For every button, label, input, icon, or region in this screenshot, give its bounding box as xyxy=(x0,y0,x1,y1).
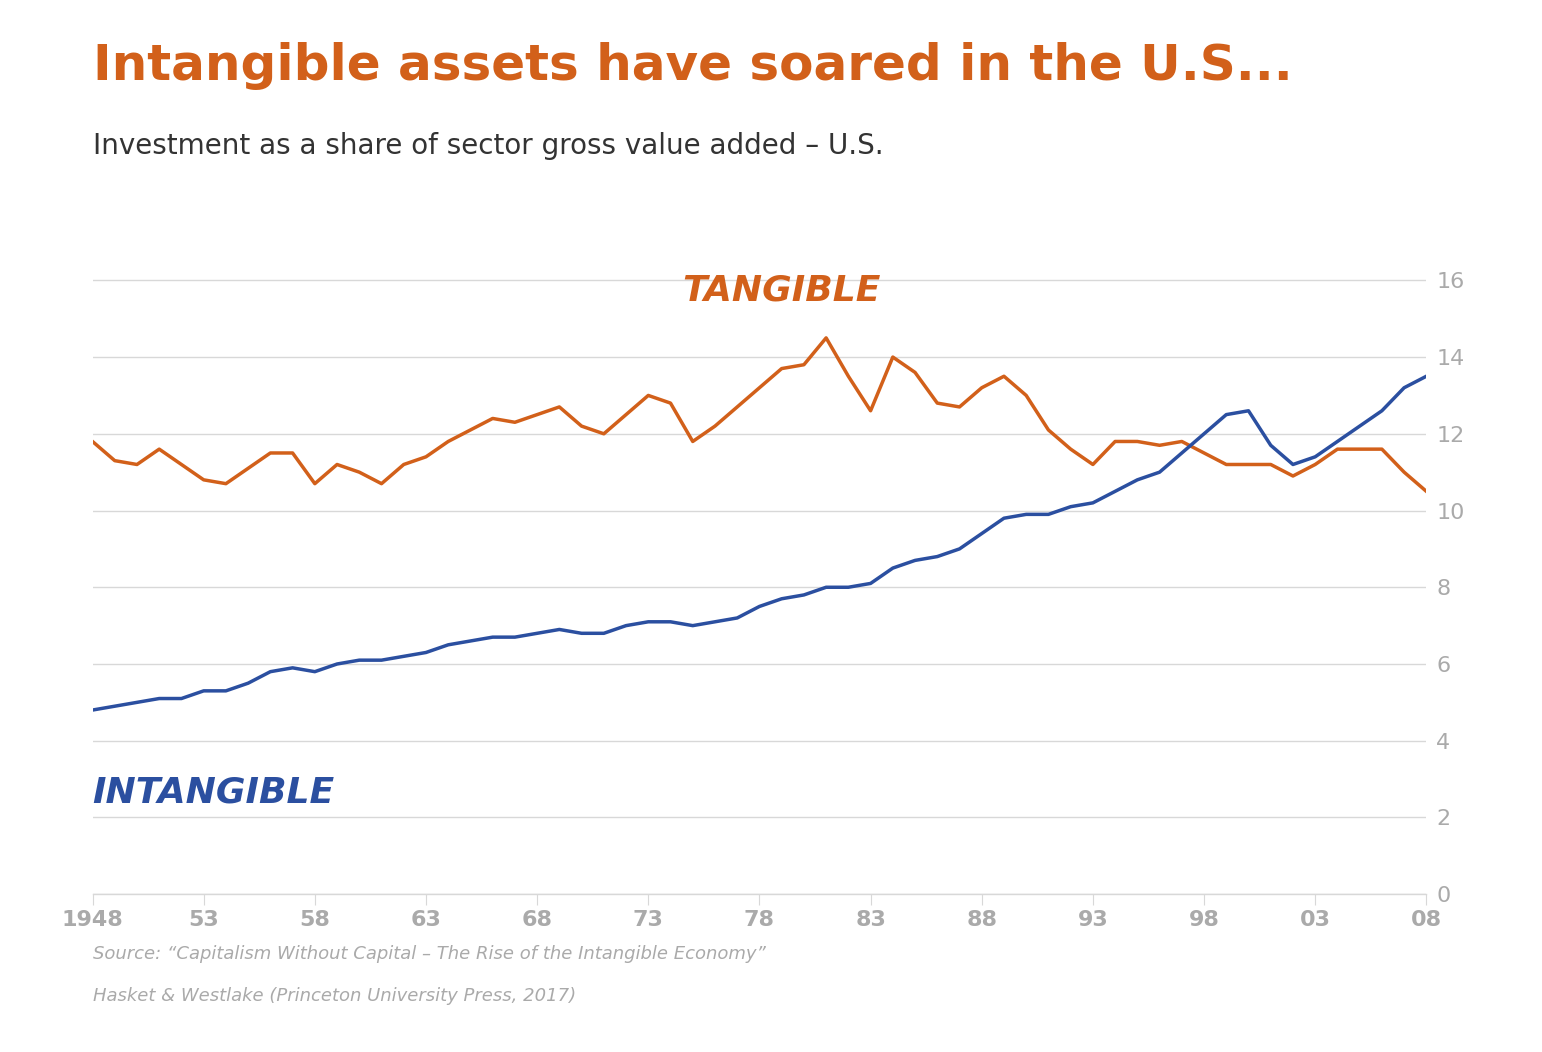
Text: Source: “Capitalism Without Capital – The Rise of the Intangible Economy”: Source: “Capitalism Without Capital – Th… xyxy=(93,945,765,963)
Text: INTANGIBLE: INTANGIBLE xyxy=(93,775,335,809)
Text: Investment as a share of sector gross value added – U.S.: Investment as a share of sector gross va… xyxy=(93,132,884,160)
Text: Intangible assets have soared in the U.S...: Intangible assets have soared in the U.S… xyxy=(93,42,1292,90)
Text: TANGIBLE: TANGIBLE xyxy=(683,274,880,307)
Text: Hasket & Westlake (Princeton University Press, 2017): Hasket & Westlake (Princeton University … xyxy=(93,987,575,1005)
